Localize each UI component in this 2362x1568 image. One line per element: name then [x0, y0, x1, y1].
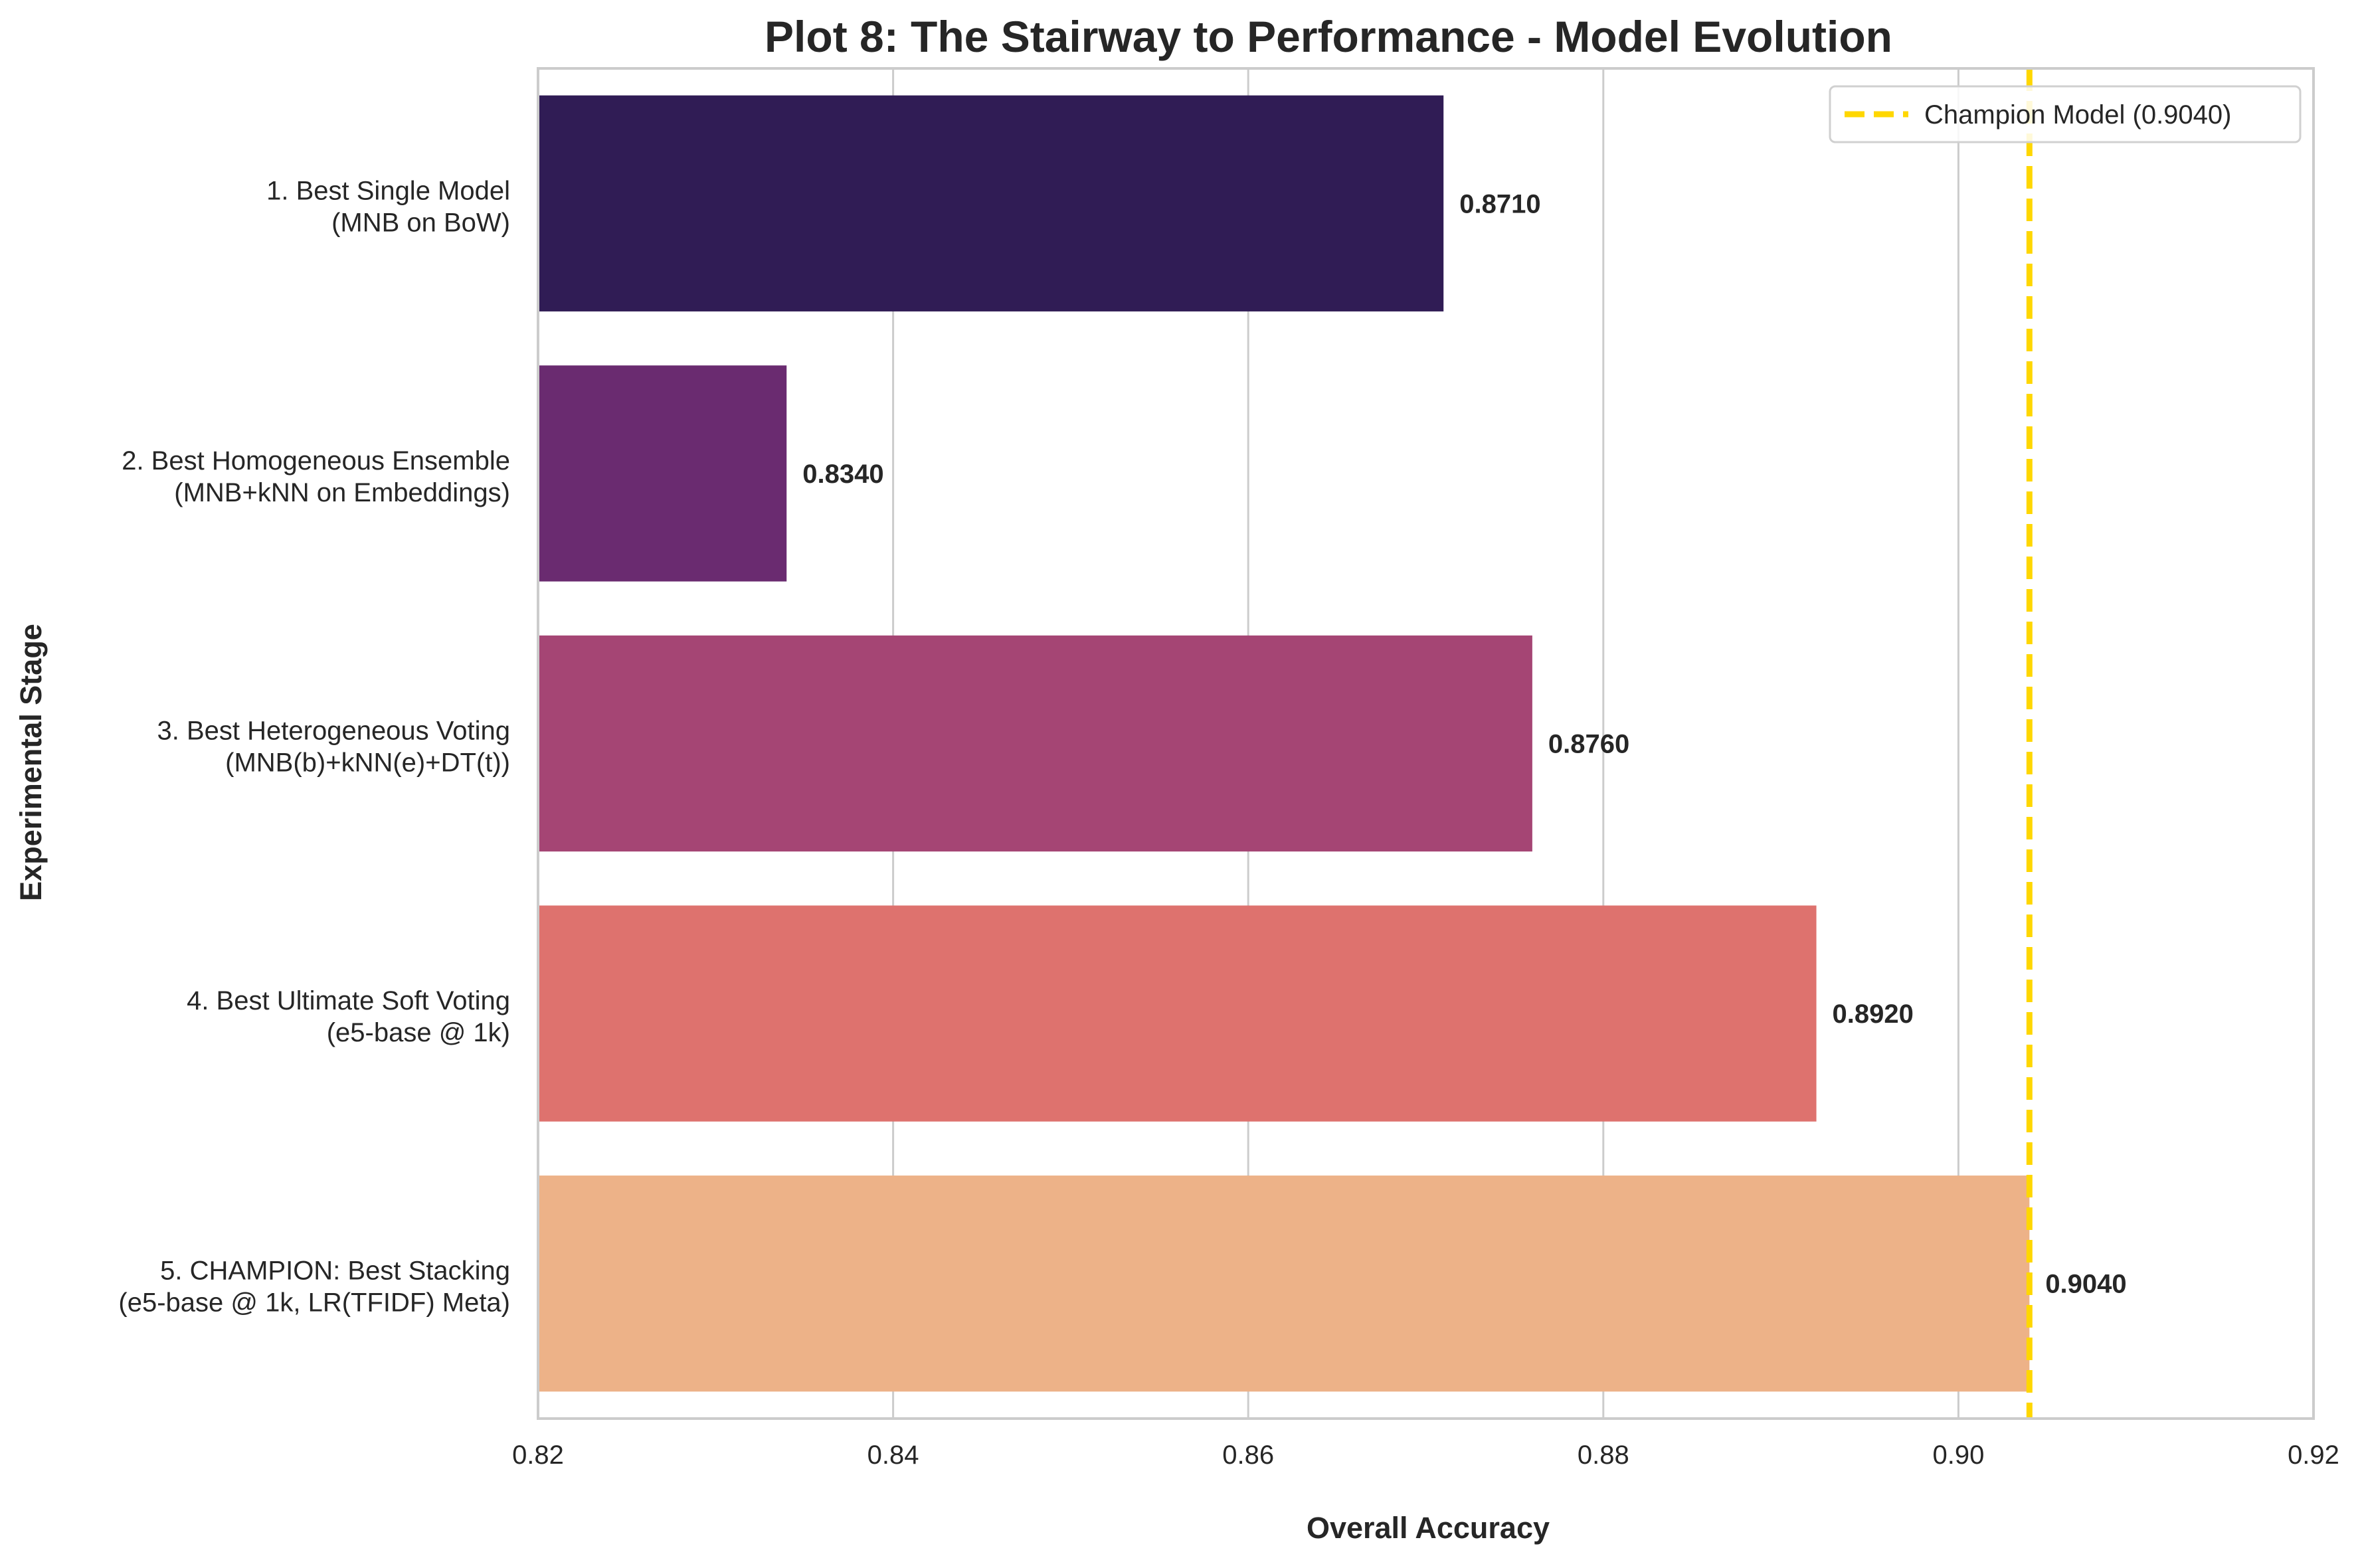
bar: [538, 95, 1444, 311]
x-axis-label: Overall Accuracy: [1307, 1511, 1550, 1545]
legend-box: [1829, 85, 2302, 143]
category-label-line2: (MNB(b)+kNN(e)+DT(t)): [225, 748, 510, 778]
x-tick-label: 0.90: [1932, 1440, 1984, 1470]
category-label-line2: (e5-base @ 1k): [327, 1018, 510, 1047]
bar-value-label: 0.9040: [2045, 1270, 2126, 1299]
data-labels: 0.8710 0.8340 0.8760 0.8920 0.9040: [802, 189, 2126, 1298]
bar-value-label: 0.8340: [802, 460, 883, 489]
bar: [538, 365, 787, 582]
plot-frame: [537, 67, 2315, 1420]
category-label-line1: 5. CHAMPION: Best Stacking: [160, 1257, 510, 1286]
category-label-line1: 1. Best Single Model: [266, 176, 510, 205]
bar: [538, 635, 1532, 852]
bars: [538, 95, 2030, 1392]
plot-border: [537, 67, 2315, 1420]
x-tick-label: 0.82: [512, 1440, 564, 1470]
legend-label: Champion Model (0.9040): [1924, 100, 2231, 130]
y-axis-label: Experimental Stage: [14, 624, 48, 901]
bar: [538, 1176, 2030, 1392]
bar-value-label: 0.8710: [1459, 189, 1540, 218]
x-tick-label: 0.86: [1222, 1440, 1274, 1470]
x-tick-labels: 0.82 0.84 0.86 0.88 0.90 0.92: [512, 1440, 2339, 1470]
bar-value-label: 0.8760: [1548, 730, 1629, 759]
category-label-line2: (e5-base @ 1k, LR(TFIDF) Meta): [118, 1288, 510, 1318]
category-label-line1: 4. Best Ultimate Soft Voting: [187, 986, 510, 1015]
category-label-line1: 3. Best Heterogeneous Voting: [157, 717, 510, 746]
category-labels: 1. Best Single Model (MNB on BoW) 2. Best …: [118, 176, 510, 1317]
x-tick-label: 0.88: [1578, 1440, 1629, 1470]
category-label-line1: 2. Best Homogeneous Ensemble: [122, 446, 510, 476]
legend: Champion Model (0.9040): [1829, 85, 2302, 143]
x-tick-label: 0.92: [2288, 1440, 2339, 1470]
category-label-line2: (MNB+kNN on Embeddings): [174, 478, 510, 507]
category-label-line2: (MNB on BoW): [331, 208, 510, 237]
x-tick-label: 0.84: [867, 1440, 919, 1470]
bar-value-label: 0.8920: [1833, 1000, 1914, 1029]
chart-title: Plot 8: The Stairway to Performance - Mo…: [765, 12, 1892, 61]
bar: [538, 905, 1817, 1122]
